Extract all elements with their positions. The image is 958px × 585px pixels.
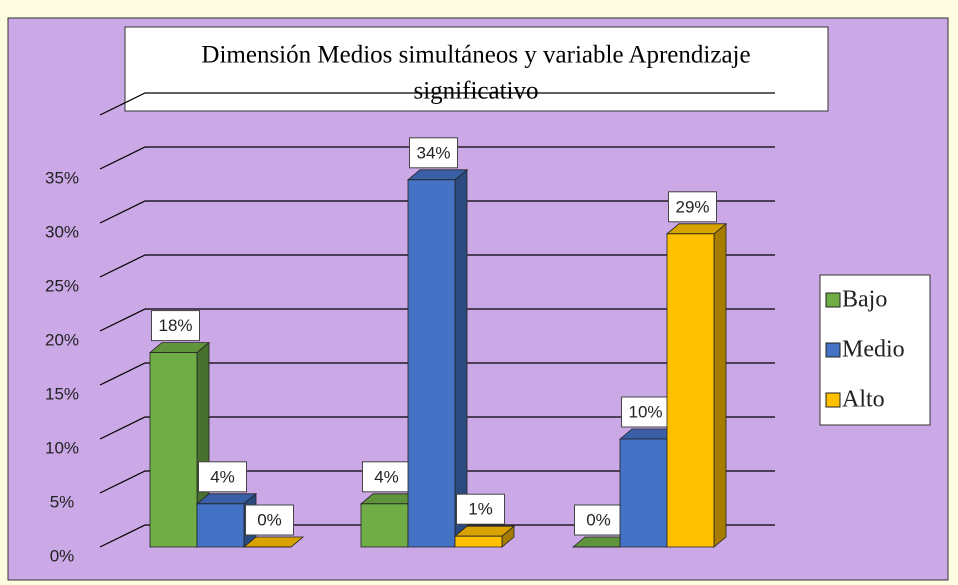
frame-line	[99, 92, 775, 116]
bar	[242, 536, 305, 548]
bar	[406, 168, 469, 548]
bar-side	[713, 222, 727, 548]
value-label-box	[621, 396, 670, 428]
bar-front	[454, 535, 503, 548]
bar	[453, 525, 516, 548]
value-label: 4%	[374, 467, 399, 486]
y-tick-label: 5%	[50, 492, 75, 511]
value-label: 1%	[468, 500, 493, 519]
chart-title: Dimensión Medios simultáneos y variable …	[201, 42, 750, 69]
value-label: 29%	[675, 197, 709, 216]
grid-line	[99, 200, 775, 224]
chart-title: significativo	[414, 78, 539, 105]
grid-line	[99, 416, 775, 440]
bar-front	[666, 233, 715, 548]
value-label-box	[574, 504, 623, 536]
y-tick-label: 10%	[45, 438, 79, 457]
title-box	[124, 26, 829, 112]
value-label: 18%	[158, 316, 192, 335]
value-label-box	[245, 504, 294, 536]
y-tick-label: 20%	[45, 330, 79, 349]
value-label-box	[198, 461, 247, 493]
value-label: 34%	[416, 143, 450, 162]
legend-label: Alto	[842, 387, 885, 413]
value-label-box	[362, 461, 411, 493]
grid-line	[99, 308, 775, 332]
grid-line	[99, 254, 775, 278]
grid-line	[99, 146, 775, 170]
y-tick-label: 25%	[45, 276, 79, 295]
bar-front	[196, 503, 245, 548]
legend-swatch	[825, 292, 841, 308]
legend-label: Bajo	[842, 287, 887, 313]
value-label-box	[456, 493, 505, 525]
bar-front	[360, 503, 409, 548]
bar-front	[149, 352, 198, 548]
bar-front	[407, 179, 456, 548]
grid-line	[99, 470, 775, 494]
legend-label: Medio	[842, 337, 905, 363]
value-label-box	[151, 310, 200, 342]
bar-front	[619, 438, 668, 548]
y-tick-label: 15%	[45, 384, 79, 403]
bar	[665, 222, 728, 548]
legend-swatch	[825, 392, 841, 408]
value-label: 0%	[257, 510, 282, 529]
value-label-box	[668, 191, 717, 223]
grid-line	[99, 524, 775, 548]
y-tick-label: 30%	[45, 222, 79, 241]
value-label-box	[409, 137, 458, 169]
grid-line	[99, 362, 775, 386]
bar-side	[454, 168, 468, 548]
y-tick-label: 0%	[50, 546, 75, 565]
y-tick-label: 35%	[45, 168, 79, 187]
value-label: 10%	[628, 402, 662, 421]
value-label: 4%	[210, 467, 235, 486]
value-label: 0%	[586, 510, 611, 529]
legend-swatch	[825, 342, 841, 358]
